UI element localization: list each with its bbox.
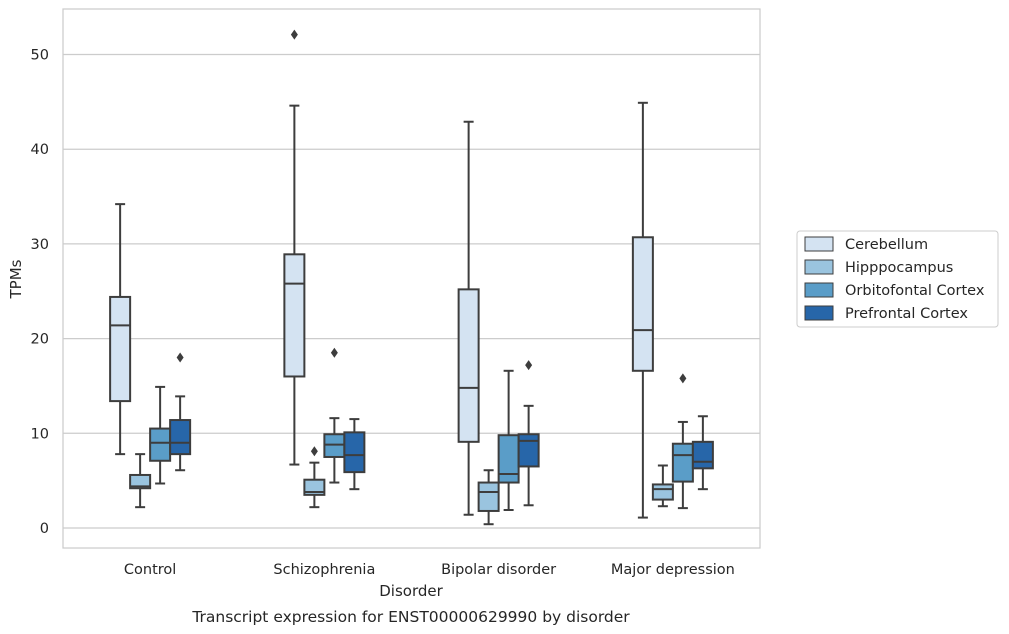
legend-label: Prefrontal Cortex: [845, 306, 968, 322]
box-1-2: [477, 469, 500, 526]
box-3-1: [343, 418, 366, 491]
box-2-2: [497, 369, 520, 512]
y-tick-labels: 0 10 20 30 40 50: [31, 48, 49, 538]
legend-label: Cerebellum: [845, 237, 928, 253]
legend-frame: [796, 230, 999, 328]
box-3-0: [169, 352, 192, 472]
y-axis-label: TPMs: [7, 259, 25, 299]
plot-boxes: [109, 29, 714, 526]
box-body: [517, 433, 540, 468]
legend-swatch: [804, 282, 834, 298]
box-body: [129, 473, 152, 490]
outlier-point: [525, 360, 533, 371]
outlier-point: [310, 446, 318, 457]
box-body: [457, 288, 480, 443]
plot-frame: [62, 8, 761, 549]
box-body: [497, 434, 520, 484]
x-tick-label: Control: [124, 562, 176, 578]
y-tick-label: 0: [40, 521, 49, 537]
box-1-3: [651, 464, 674, 508]
box-2-3: [671, 373, 694, 510]
x-axis-label: Disorder: [379, 582, 443, 600]
box-0-1: [283, 29, 306, 466]
outlier-point: [290, 29, 298, 40]
box-2-1: [323, 347, 346, 484]
x-tick-label: Major depression: [611, 562, 735, 578]
box-0-0: [109, 203, 132, 456]
box-body: [651, 483, 674, 501]
box-body: [283, 253, 306, 378]
box-body: [631, 236, 654, 372]
box-body: [343, 431, 366, 474]
legend-label: Orbitofontal Cortex: [845, 283, 985, 299]
box-body: [691, 440, 714, 470]
outlier-point: [176, 352, 184, 363]
box-0-3: [631, 101, 654, 519]
box-body: [109, 295, 132, 403]
box-3-3: [691, 415, 714, 491]
box-0-2: [457, 120, 480, 516]
x-tick-label: Bipolar disorder: [441, 562, 556, 578]
outlier-point: [679, 373, 687, 384]
legend-swatch: [804, 305, 834, 321]
y-tick-label: 50: [31, 48, 49, 64]
legend-swatch: [804, 259, 834, 275]
legend-swatch: [804, 236, 834, 252]
legend-label: Hipppocampus: [845, 260, 953, 276]
box-2-0: [149, 385, 172, 485]
outlier-point: [330, 347, 338, 358]
chart-caption: Transcript expression for ENST0000062999…: [191, 608, 630, 626]
box-1-0: [129, 453, 152, 509]
legend: Cerebellum Hipppocampus Orbitofontal Corte…: [796, 230, 999, 328]
y-tick-label: 20: [31, 332, 49, 348]
x-tick-label: Schizophrenia: [273, 562, 375, 578]
box-body: [477, 481, 500, 512]
box-3-2: [517, 360, 540, 507]
box-1-1: [303, 446, 326, 509]
box-body: [169, 419, 192, 456]
box-body: [149, 427, 172, 462]
box-body: [671, 442, 694, 483]
x-tick-labels: Control Schizophrenia Bipolar disorder Majo…: [124, 562, 735, 578]
y-tick-label: 40: [31, 142, 49, 158]
y-tick-label: 30: [31, 237, 49, 253]
y-tick-label: 10: [31, 426, 49, 442]
